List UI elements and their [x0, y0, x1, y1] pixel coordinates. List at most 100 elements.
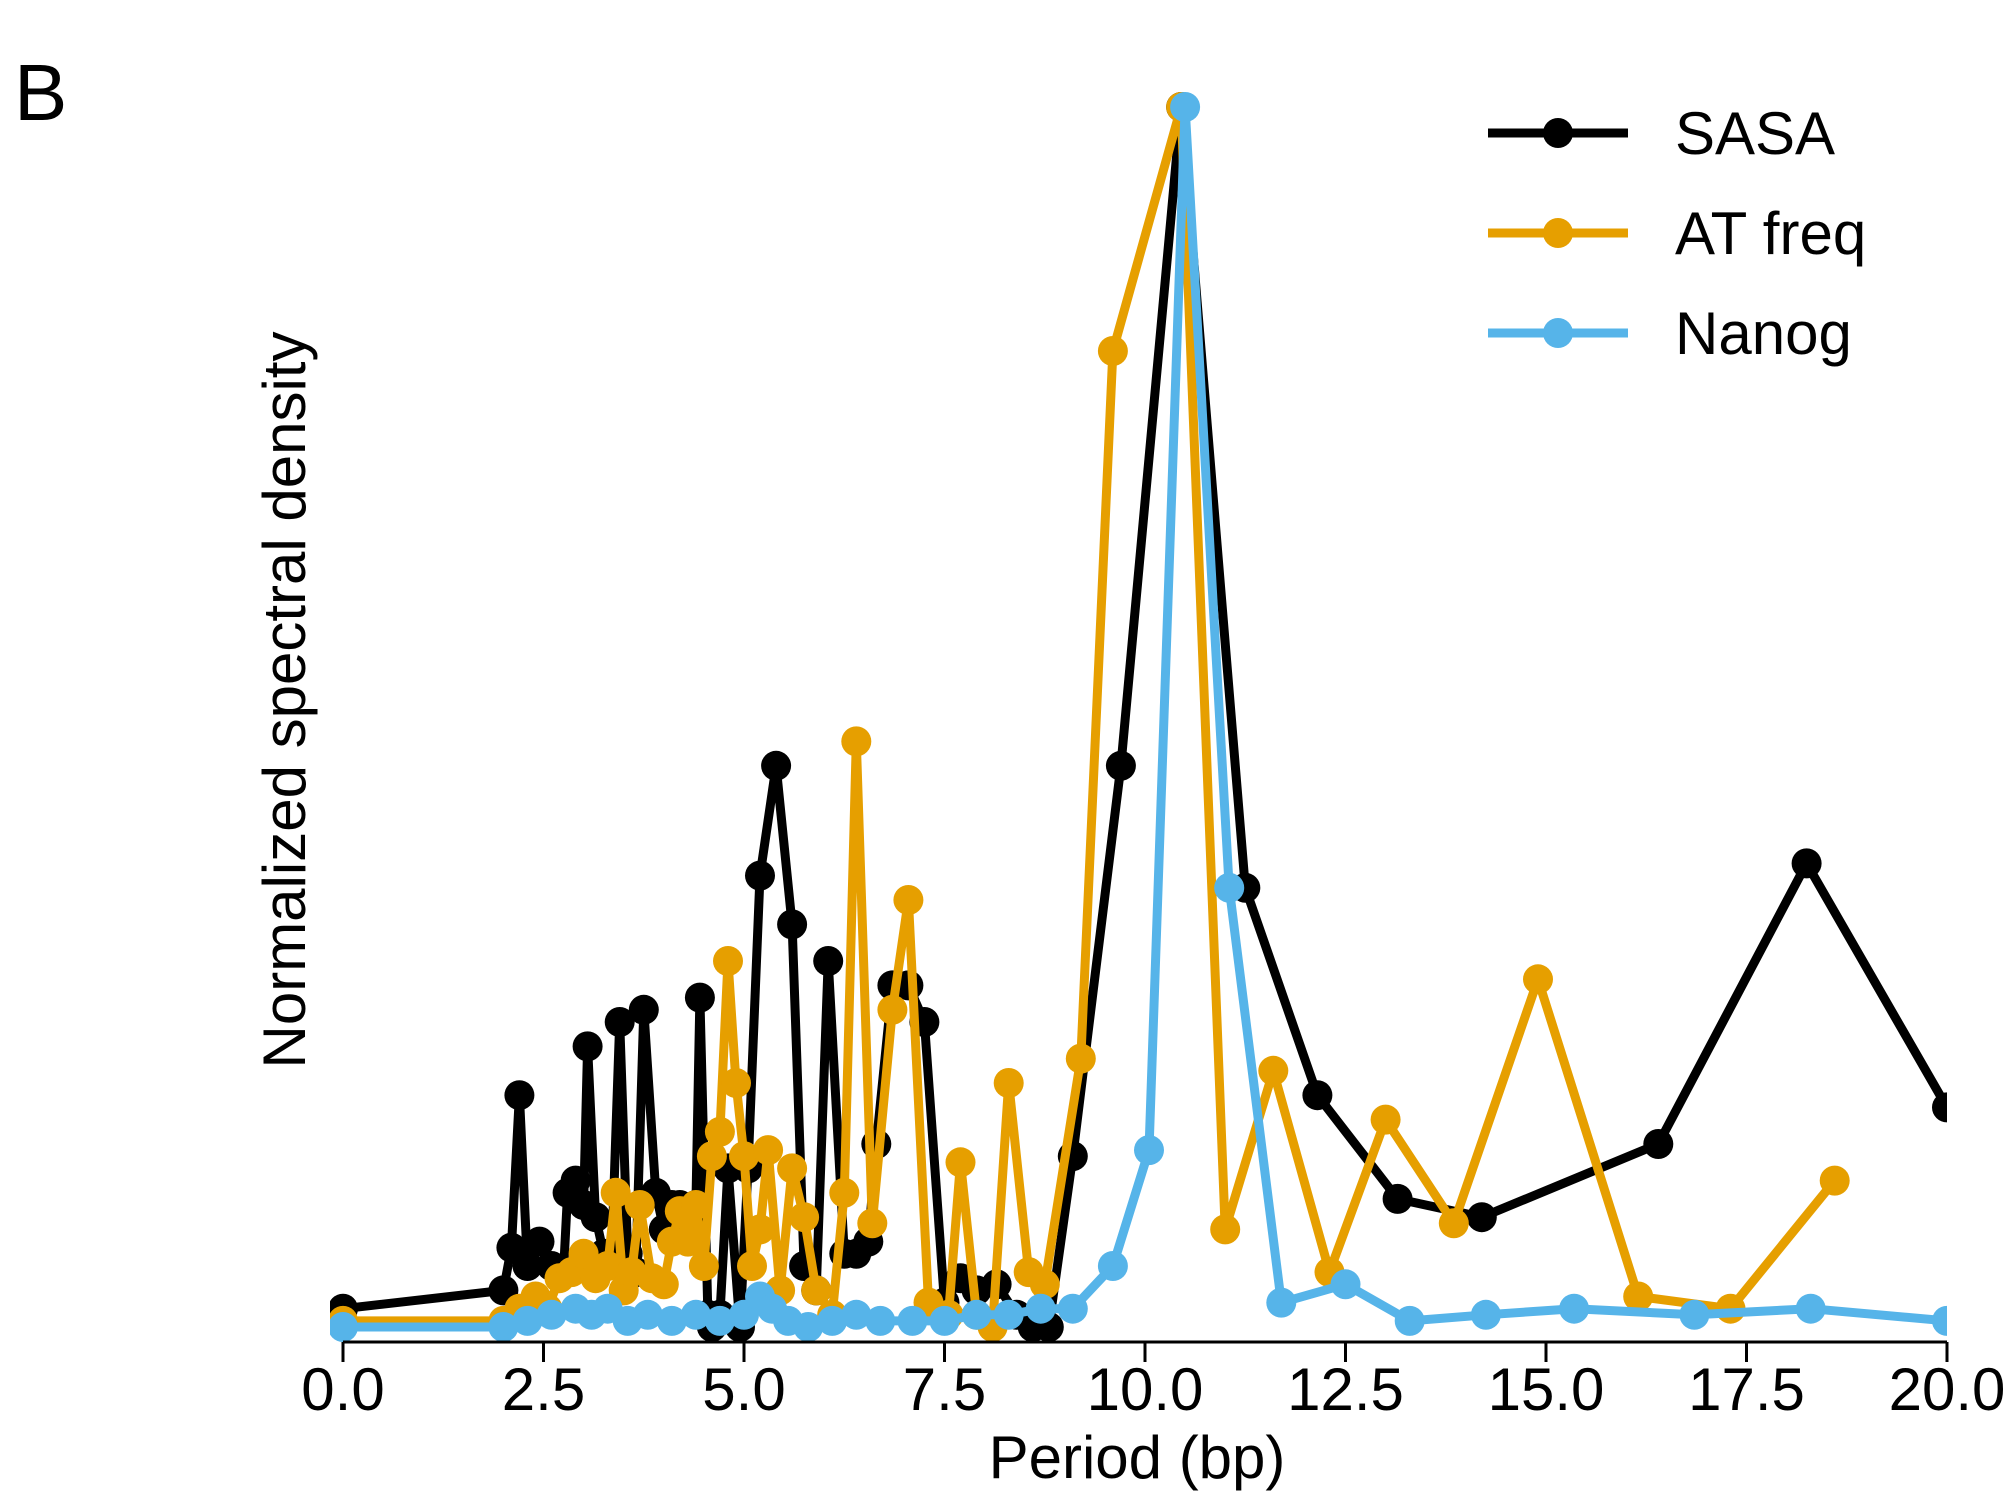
data-point-at-freq	[1258, 1055, 1289, 1086]
data-point-sasa	[572, 1031, 603, 1062]
data-point-sasa	[761, 750, 792, 781]
data-point-nanog	[1057, 1293, 1088, 1324]
data-point-at-freq	[648, 1269, 679, 1300]
x-tick-label: 7.5	[903, 1356, 986, 1423]
legend-item-sasa: SASA	[1488, 100, 1835, 167]
legend-label: SASA	[1675, 100, 1835, 167]
data-point-nanog	[512, 1305, 543, 1336]
data-point-at-freq	[945, 1147, 976, 1178]
data-point-nanog	[793, 1312, 824, 1342]
data-point-sasa	[1791, 848, 1822, 879]
data-point-nanog	[1679, 1299, 1710, 1330]
data-point-nanog	[961, 1299, 992, 1330]
legend-item-at-freq: AT freq	[1488, 200, 1866, 267]
data-point-sasa	[512, 1251, 543, 1281]
x-tick-label: 20.0	[1889, 1356, 2006, 1423]
x-tick-label: 12.5	[1287, 1356, 1404, 1423]
data-point-at-freq	[1210, 1214, 1241, 1245]
x-tick-label: 0.0	[301, 1356, 384, 1423]
data-point-nanog	[1932, 1305, 1947, 1336]
legend-label: Nanog	[1675, 300, 1852, 367]
plot-area	[330, 92, 1947, 1342]
data-point-nanog	[656, 1305, 687, 1336]
data-point-sasa	[777, 909, 808, 940]
data-point-at-freq	[789, 1202, 820, 1233]
data-point-nanog	[865, 1305, 896, 1336]
data-point-nanog	[1470, 1299, 1501, 1330]
data-point-at-freq	[713, 946, 743, 976]
legend: SASA AT freq Nanog	[1488, 100, 1866, 367]
data-point-nanog	[1559, 1293, 1590, 1324]
data-point-at-freq	[1523, 964, 1553, 995]
data-point-nanog	[1097, 1251, 1128, 1281]
data-point-at-freq	[877, 994, 908, 1025]
data-point-nanog	[536, 1299, 567, 1330]
data-point-at-freq	[857, 1208, 888, 1239]
data-point-at-freq	[753, 1135, 784, 1166]
legend-marker	[1543, 318, 1573, 348]
data-point-at-freq	[1370, 1104, 1401, 1135]
data-point-nanog	[1025, 1293, 1056, 1324]
series-line-at-freq	[338, 102, 1840, 1332]
series-nanog	[330, 92, 1947, 1342]
data-point-at-freq	[893, 885, 924, 915]
data-point-sasa	[604, 1007, 635, 1037]
data-point-sasa	[560, 1165, 591, 1196]
legend-marker	[1543, 218, 1573, 248]
data-point-nanog	[488, 1312, 519, 1342]
data-point-at-freq	[721, 1068, 751, 1098]
data-point-nanog	[1170, 92, 1201, 122]
x-tick-label: 2.5	[502, 1356, 585, 1423]
data-point-sasa	[1466, 1202, 1497, 1233]
data-point-sasa	[1932, 1092, 1947, 1123]
data-point-at-freq	[729, 1141, 759, 1172]
data-point-nanog	[929, 1305, 960, 1336]
data-point-nanog	[1134, 1135, 1164, 1166]
data-point-nanog	[1795, 1293, 1826, 1324]
data-point-sasa	[504, 1080, 535, 1111]
data-point-nanog	[330, 1312, 358, 1342]
data-point-at-freq	[568, 1238, 599, 1269]
data-point-nanog	[632, 1299, 663, 1330]
data-point-at-freq	[801, 1275, 832, 1306]
data-point-sasa	[524, 1226, 555, 1257]
data-point-sasa	[1302, 1080, 1333, 1111]
data-point-sasa	[580, 1202, 611, 1233]
data-point-at-freq	[1029, 1269, 1060, 1300]
data-point-sasa	[684, 982, 715, 1013]
data-point-at-freq	[777, 1153, 808, 1184]
legend-marker	[1543, 118, 1573, 148]
data-point-at-freq	[1819, 1165, 1850, 1196]
legend-label: AT freq	[1675, 200, 1866, 267]
x-tick-label: 5.0	[702, 1356, 785, 1423]
data-point-nanog	[680, 1299, 711, 1330]
data-point-sasa	[745, 860, 775, 891]
data-point-at-freq	[1623, 1281, 1654, 1312]
data-point-at-freq	[672, 1226, 703, 1257]
data-point-nanog	[1394, 1305, 1425, 1336]
data-point-at-freq	[993, 1068, 1024, 1098]
data-point-sasa	[628, 994, 659, 1025]
data-point-at-freq	[829, 1177, 860, 1208]
data-point-at-freq	[680, 1190, 711, 1220]
data-point-nanog	[897, 1305, 928, 1336]
data-point-at-freq	[688, 1251, 719, 1281]
x-tick-label: 10.0	[1087, 1356, 1204, 1423]
data-point-sasa	[1382, 1183, 1413, 1214]
data-point-nanog	[1266, 1287, 1297, 1318]
data-point-nanog	[1214, 872, 1245, 903]
panel-label: B	[14, 48, 67, 137]
data-point-nanog	[841, 1299, 872, 1330]
data-point-at-freq	[737, 1251, 767, 1281]
x-tick-label: 17.5	[1688, 1356, 1805, 1423]
data-point-at-freq	[696, 1141, 727, 1172]
x-axis-ticks: 0.0 2.5 5.0 7.5 10.0 12.5 15.0 17.5 20.0	[301, 1342, 2005, 1423]
data-point-nanog	[704, 1305, 735, 1336]
data-point-sasa	[1643, 1129, 1674, 1159]
data-point-nanog	[993, 1299, 1024, 1330]
data-point-at-freq	[704, 1116, 735, 1147]
y-axis-title: Normalized spectral density	[251, 332, 318, 1069]
data-point-at-freq	[592, 1251, 623, 1281]
data-point-at-freq	[624, 1190, 655, 1220]
